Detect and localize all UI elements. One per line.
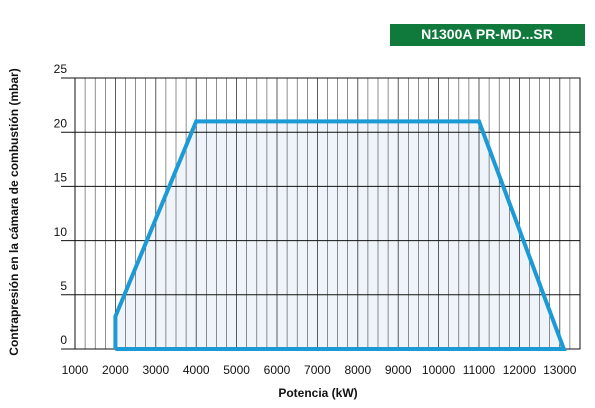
y-tick-label: 25 [54, 62, 68, 76]
area-outline [113, 119, 567, 351]
x-tick-label: 2000 [102, 363, 129, 377]
x-tick-label: 4000 [183, 363, 210, 377]
x-tick-label: 10000 [422, 363, 456, 377]
x-tick-label: 12000 [503, 363, 537, 377]
y-tick-label: 10 [54, 225, 68, 239]
area-fill [115, 121, 564, 349]
x-tick-label: 6000 [264, 363, 291, 377]
y-axis-label: Contrapresión en la cámara de combustión… [7, 68, 21, 355]
x-tick-label: 9000 [385, 363, 412, 377]
x-axis-label: Potencia (kW) [278, 386, 357, 400]
y-tick-label: 15 [54, 171, 68, 185]
x-tick-label: 8000 [344, 363, 371, 377]
x-tick-label: 1000 [62, 363, 89, 377]
x-tick-label: 5000 [223, 363, 250, 377]
badge-box [390, 24, 585, 46]
badge: N1300A PR-MD...SR [421, 26, 553, 42]
x-tick-label: 3000 [142, 363, 169, 377]
x-tick-label: 11000 [463, 363, 496, 377]
x-tick-label: 7000 [304, 363, 331, 377]
y-tick-label: 5 [60, 279, 67, 293]
y-tick-label: 20 [54, 116, 68, 130]
x-tick-label: 13000 [543, 363, 577, 377]
y-tick-label: 0 [60, 333, 67, 347]
